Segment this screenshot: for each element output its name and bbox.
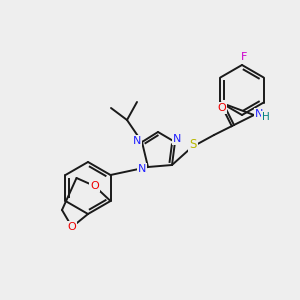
Text: O: O — [218, 103, 226, 113]
Text: N: N — [173, 134, 181, 144]
Text: S: S — [189, 139, 197, 152]
Text: H: H — [262, 112, 270, 122]
Text: O: O — [90, 181, 99, 191]
Text: N: N — [133, 136, 141, 146]
Text: N: N — [138, 164, 146, 174]
Text: F: F — [241, 52, 247, 62]
Text: N: N — [255, 109, 263, 119]
Text: O: O — [68, 222, 76, 232]
